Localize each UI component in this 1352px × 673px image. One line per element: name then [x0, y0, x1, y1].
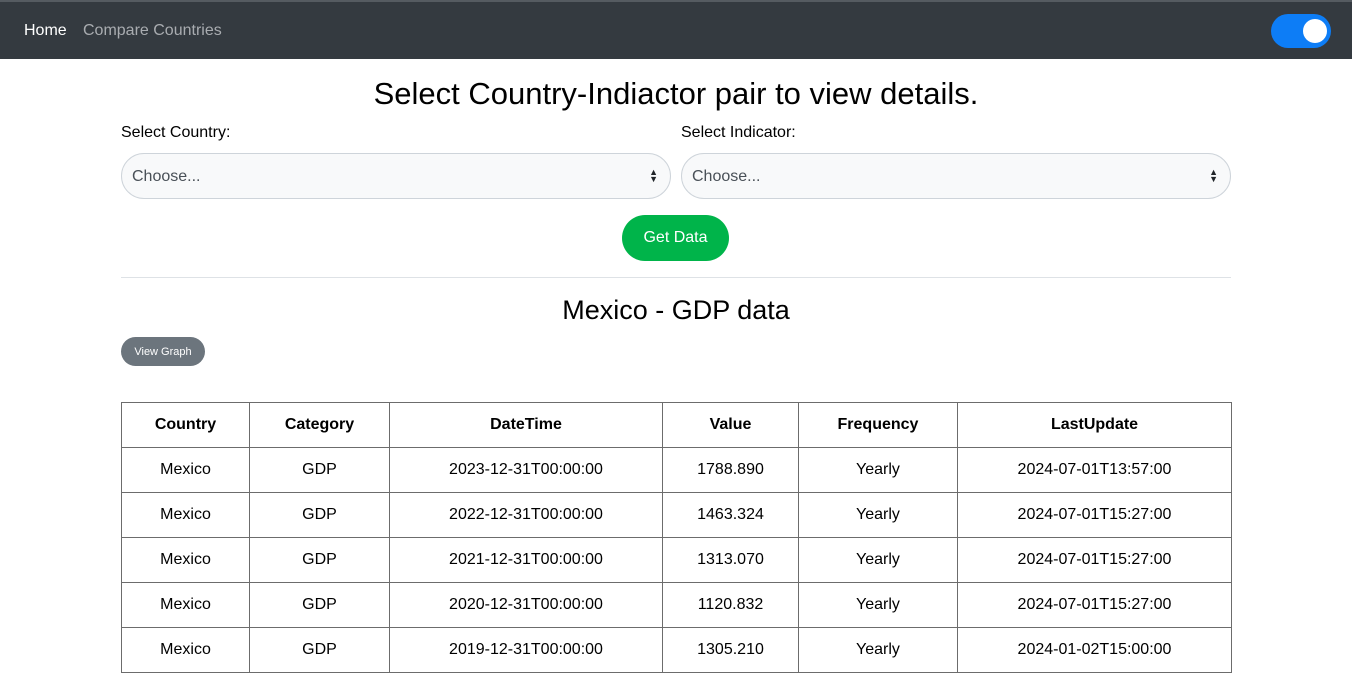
- table-row: Mexico GDP 2020-12-31T00:00:00 1120.832 …: [121, 582, 1232, 628]
- cell-category: GDP: [249, 492, 390, 538]
- view-graph-button[interactable]: View Graph: [121, 337, 205, 366]
- indicator-select-value: Choose...: [692, 168, 761, 185]
- cell-lastupdate: 2024-07-01T15:27:00: [957, 492, 1232, 538]
- cell-value: 1788.890: [662, 447, 799, 493]
- cell-country: Mexico: [121, 537, 250, 583]
- cell-lastupdate: 2024-01-02T15:00:00: [957, 627, 1232, 673]
- cell-frequency: Yearly: [798, 447, 958, 493]
- cell-country: Mexico: [121, 627, 250, 673]
- country-label: Select Country:: [121, 124, 231, 141]
- country-select-value: Choose...: [132, 168, 201, 185]
- cell-lastupdate: 2024-07-01T15:27:00: [957, 582, 1232, 628]
- table-header-row: Country Category DateTime Value Frequenc…: [121, 402, 1232, 448]
- cell-frequency: Yearly: [798, 582, 958, 628]
- table-row: Mexico GDP 2021-12-31T00:00:00 1313.070 …: [121, 537, 1232, 583]
- divider: [121, 277, 1231, 278]
- nav-home-link[interactable]: Home: [24, 22, 67, 39]
- cell-country: Mexico: [121, 582, 250, 628]
- cell-value: 1120.832: [662, 582, 799, 628]
- indicator-select[interactable]: Choose... ▲ ▼: [681, 153, 1231, 199]
- nav-compare-countries-link[interactable]: Compare Countries: [83, 22, 222, 39]
- indicator-label: Select Indicator:: [681, 124, 796, 141]
- column-header: DateTime: [389, 402, 663, 448]
- cell-frequency: Yearly: [798, 627, 958, 673]
- top-navbar: Home Compare Countries: [0, 0, 1352, 59]
- cell-value: 1463.324: [662, 492, 799, 538]
- cell-frequency: Yearly: [798, 492, 958, 538]
- country-select[interactable]: Choose... ▲ ▼: [121, 153, 671, 199]
- column-header: LastUpdate: [957, 402, 1232, 448]
- cell-lastupdate: 2024-07-01T15:27:00: [957, 537, 1232, 583]
- cell-datetime: 2023-12-31T00:00:00: [389, 447, 663, 493]
- theme-toggle-switch[interactable]: [1271, 14, 1331, 48]
- column-header: Category: [249, 402, 390, 448]
- table-row: Mexico GDP 2022-12-31T00:00:00 1463.324 …: [121, 492, 1232, 538]
- toggle-knob: [1303, 19, 1327, 43]
- cell-category: GDP: [249, 627, 390, 673]
- select-caret-icon: ▲ ▼: [1209, 167, 1218, 184]
- table-row: Mexico GDP 2019-12-31T00:00:00 1305.210 …: [121, 627, 1232, 673]
- cell-datetime: 2019-12-31T00:00:00: [389, 627, 663, 673]
- cell-frequency: Yearly: [798, 537, 958, 583]
- cell-datetime: 2022-12-31T00:00:00: [389, 492, 663, 538]
- data-table: Country Category DateTime Value Frequenc…: [121, 402, 1232, 673]
- cell-datetime: 2021-12-31T00:00:00: [389, 537, 663, 583]
- cell-country: Mexico: [121, 492, 250, 538]
- select-caret-icon: ▲ ▼: [649, 167, 658, 184]
- cell-category: GDP: [249, 582, 390, 628]
- column-header: Country: [121, 402, 250, 448]
- cell-value: 1313.070: [662, 537, 799, 583]
- results-title: Mexico - GDP data: [562, 295, 790, 325]
- cell-lastupdate: 2024-07-01T13:57:00: [957, 447, 1232, 493]
- cell-category: GDP: [249, 537, 390, 583]
- column-header: Value: [662, 402, 799, 448]
- cell-category: GDP: [249, 447, 390, 493]
- cell-datetime: 2020-12-31T00:00:00: [389, 582, 663, 628]
- table-row: Mexico GDP 2023-12-31T00:00:00 1788.890 …: [121, 447, 1232, 493]
- page-title: Select Country-Indiactor pair to view de…: [373, 76, 979, 111]
- get-data-button[interactable]: Get Data: [622, 215, 729, 261]
- column-header: Frequency: [798, 402, 958, 448]
- cell-country: Mexico: [121, 447, 250, 493]
- cell-value: 1305.210: [662, 627, 799, 673]
